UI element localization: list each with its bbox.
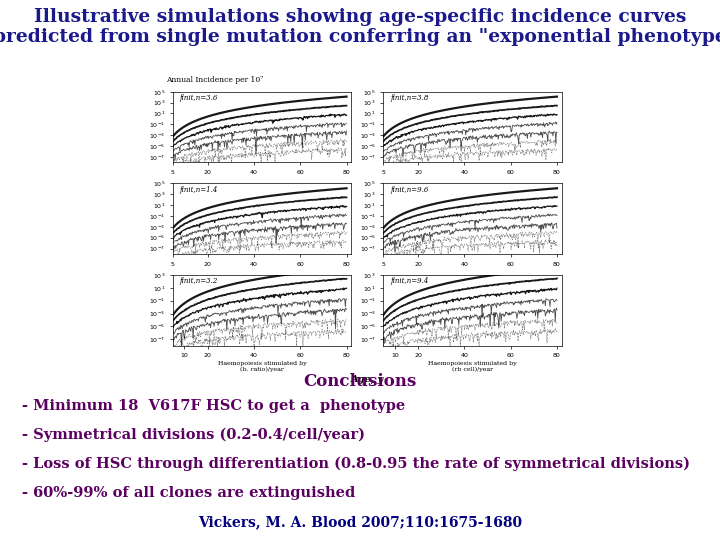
Text: predicted from single mutation conferring an "exponential phenotype: predicted from single mutation conferrin… <box>0 28 720 46</box>
Text: finit,n=3.6: finit,n=3.6 <box>180 94 218 102</box>
Text: finit,n=9.4: finit,n=9.4 <box>390 277 429 285</box>
Text: - Minimum 18  V617F HSC to get a  phenotype: - Minimum 18 V617F HSC to get a phenotyp… <box>22 399 405 413</box>
Text: finit,n=1.4: finit,n=1.4 <box>180 186 218 193</box>
Text: Vickers, M. A. Blood 2007;110:1675-1680: Vickers, M. A. Blood 2007;110:1675-1680 <box>198 515 522 529</box>
X-axis label: Haemopoiesis stimulated by
(rb cell)/year: Haemopoiesis stimulated by (rb cell)/yea… <box>428 361 517 372</box>
Text: Conclusions: Conclusions <box>303 373 417 389</box>
Text: - Symmetrical divisions (0.2-0.4/cell/year): - Symmetrical divisions (0.2-0.4/cell/ye… <box>22 428 364 442</box>
Text: Annual Incidence per 10⁷: Annual Incidence per 10⁷ <box>166 76 263 84</box>
Text: Illustrative simulations showing age-specific incidence curves: Illustrative simulations showing age-spe… <box>34 8 686 26</box>
Text: finit,n=3.8: finit,n=3.8 <box>390 94 429 102</box>
Text: - 60%-99% of all clones are extinguished: - 60%-99% of all clones are extinguished <box>22 486 355 500</box>
Text: - Loss of HSC through differentiation (0.8-0.95 the rate of symmetrical division: - Loss of HSC through differentiation (0… <box>22 457 690 471</box>
Text: finit,n=3.2: finit,n=3.2 <box>180 277 218 285</box>
Text: Age, y: Age, y <box>351 375 384 384</box>
Text: finit,n=9.6: finit,n=9.6 <box>390 186 429 193</box>
X-axis label: Haemopoiesis stimulated by
(b. ratio)/year: Haemopoiesis stimulated by (b. ratio)/ye… <box>217 361 306 372</box>
